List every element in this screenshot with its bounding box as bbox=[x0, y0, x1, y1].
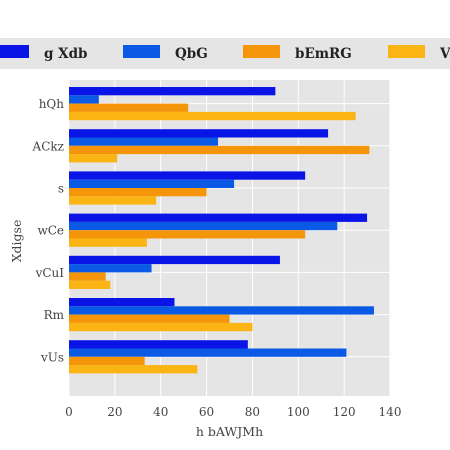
y-tick-label: vUs bbox=[40, 350, 64, 364]
y-tick-label: ACkz bbox=[32, 139, 64, 153]
bar bbox=[69, 238, 147, 247]
x-tick-label: 0 bbox=[65, 405, 73, 419]
bar bbox=[69, 103, 189, 112]
legend-band bbox=[0, 38, 450, 69]
legend-label: QbG bbox=[175, 46, 208, 62]
x-tick-labels: 0 20 40 60 80 100 120 140 bbox=[65, 405, 401, 419]
y-axis-title: Xdigse bbox=[9, 220, 24, 263]
bar bbox=[69, 340, 248, 349]
x-tick-label: 140 bbox=[379, 405, 402, 419]
y-tick-label: Rm bbox=[44, 308, 65, 322]
legend-label: V bbox=[439, 46, 450, 62]
bar bbox=[69, 171, 306, 180]
bar bbox=[69, 137, 219, 146]
y-tick-label: wCe bbox=[37, 224, 64, 238]
bar bbox=[69, 111, 356, 121]
bar bbox=[69, 188, 207, 197]
bar bbox=[69, 196, 157, 205]
legend: g Xdb QbG bEmRG V bbox=[0, 45, 450, 62]
legend-swatch bbox=[0, 45, 29, 58]
legend-swatch bbox=[388, 45, 425, 58]
x-tick-label: 60 bbox=[199, 405, 214, 419]
bar bbox=[69, 280, 111, 289]
bar bbox=[69, 87, 276, 96]
bar bbox=[69, 356, 145, 366]
bar bbox=[69, 213, 368, 222]
bar bbox=[69, 272, 106, 281]
bar bbox=[69, 95, 99, 104]
x-tick-label: 80 bbox=[245, 405, 260, 419]
bars bbox=[69, 87, 374, 374]
y-tick-label: s bbox=[58, 182, 64, 196]
bar bbox=[69, 264, 152, 273]
bar bbox=[69, 221, 338, 231]
bar bbox=[69, 298, 175, 307]
x-tick-label: 120 bbox=[333, 405, 356, 419]
bar bbox=[69, 145, 370, 155]
bar bbox=[69, 179, 235, 188]
bar bbox=[69, 129, 329, 138]
legend-swatch bbox=[123, 45, 160, 58]
y-tick-labels: hQh ACkz s wCe vCuI Rm vUs bbox=[32, 97, 65, 364]
x-tick-label: 20 bbox=[107, 405, 122, 419]
y-tick-label: vCuI bbox=[35, 266, 65, 280]
x-tick-label: 40 bbox=[153, 405, 168, 419]
bar bbox=[69, 348, 347, 357]
bar bbox=[69, 255, 280, 265]
bar bbox=[69, 154, 118, 163]
bar bbox=[69, 230, 306, 239]
x-axis-title: h bAWJMh bbox=[196, 424, 263, 439]
bar bbox=[69, 322, 253, 332]
legend-label: bEmRG bbox=[295, 46, 352, 62]
legend-swatch bbox=[243, 45, 280, 58]
legend-label: g Xdb bbox=[44, 46, 88, 62]
y-tick-label: hQh bbox=[39, 97, 65, 111]
bar bbox=[69, 306, 374, 315]
x-tick-label: 100 bbox=[287, 405, 310, 419]
bar bbox=[69, 314, 230, 323]
bar bbox=[69, 365, 198, 374]
